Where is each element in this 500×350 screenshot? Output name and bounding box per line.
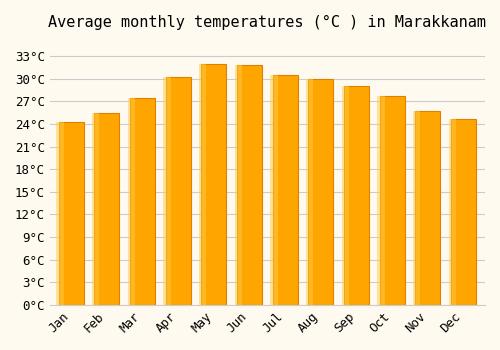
Bar [306,79,314,305]
Bar [413,111,420,305]
Bar [378,96,385,305]
Bar [128,98,135,305]
Bar [92,113,100,305]
Bar [59,122,84,305]
Bar [380,96,404,305]
Bar [270,75,278,305]
Bar [308,79,334,305]
Bar [166,77,190,305]
Bar [416,111,440,305]
Bar [199,64,206,305]
Bar [130,98,155,305]
Bar [94,113,120,305]
Title: Average monthly temperatures (°C ) in Marakkanam: Average monthly temperatures (°C ) in Ma… [48,15,486,30]
Bar [202,64,226,305]
Bar [448,119,456,305]
Bar [273,75,297,305]
Bar [56,122,64,305]
Bar [237,65,262,305]
Bar [451,119,476,305]
Bar [342,86,349,305]
Bar [164,77,171,305]
Bar [234,65,242,305]
Bar [344,86,369,305]
